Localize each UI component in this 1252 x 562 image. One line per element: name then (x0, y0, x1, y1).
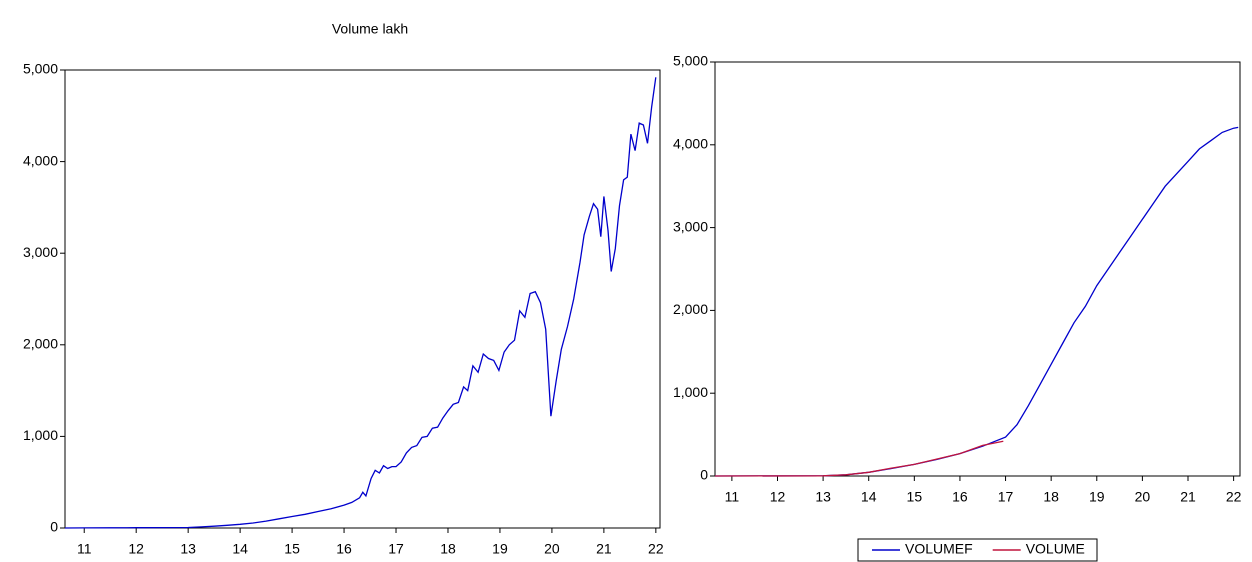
y-tick-label: 0 (700, 467, 708, 483)
y-tick-label: 1,000 (23, 427, 58, 443)
x-tick-label: 15 (284, 541, 300, 557)
y-tick-label: 3,000 (23, 244, 58, 260)
x-tick-label: 17 (388, 541, 404, 557)
x-tick-label: 22 (1226, 489, 1242, 505)
y-tick-label: 5,000 (23, 61, 58, 77)
legend-label: VOLUME (1026, 541, 1085, 557)
y-tick-label: 1,000 (673, 384, 708, 400)
x-tick-label: 15 (907, 489, 923, 505)
x-tick-label: 14 (861, 489, 877, 505)
x-tick-label: 22 (648, 541, 664, 557)
plot-frame (64, 69, 661, 529)
x-tick-label: 11 (725, 489, 740, 505)
x-tick-label: 21 (1180, 489, 1196, 505)
x-tick-label: 13 (815, 489, 831, 505)
x-tick-label: 12 (128, 541, 144, 557)
y-tick-label: 3,000 (673, 218, 708, 234)
x-tick-label: 19 (1089, 489, 1105, 505)
y-tick-label: 2,000 (23, 336, 58, 352)
x-tick-label: 19 (492, 541, 508, 557)
x-tick-label: 11 (77, 541, 92, 557)
x-tick-label: 21 (596, 541, 612, 557)
x-tick-label: 16 (952, 489, 968, 505)
y-tick-label: 4,000 (23, 152, 58, 168)
x-tick-label: 18 (1043, 489, 1059, 505)
x-tick-label: 16 (336, 541, 352, 557)
y-tick-label: 0 (50, 519, 58, 535)
x-tick-label: 17 (998, 489, 1014, 505)
line (714, 440, 1004, 477)
line (64, 77, 657, 529)
y-tick-label: 5,000 (673, 53, 708, 69)
line (714, 126, 1239, 477)
y-tick-label: 4,000 (673, 136, 708, 152)
chart-title: Volume lakh (332, 21, 408, 37)
x-tick-label: 20 (544, 541, 560, 557)
x-tick-label: 18 (440, 541, 456, 557)
legend-label: VOLUMEF (905, 541, 973, 557)
y-tick-label: 2,000 (673, 301, 708, 317)
plot-frame (714, 61, 1241, 477)
x-tick-label: 20 (1135, 489, 1151, 505)
x-tick-label: 12 (770, 489, 786, 505)
legend-box (857, 538, 1098, 562)
x-tick-label: 13 (180, 541, 196, 557)
x-tick-label: 14 (232, 541, 248, 557)
